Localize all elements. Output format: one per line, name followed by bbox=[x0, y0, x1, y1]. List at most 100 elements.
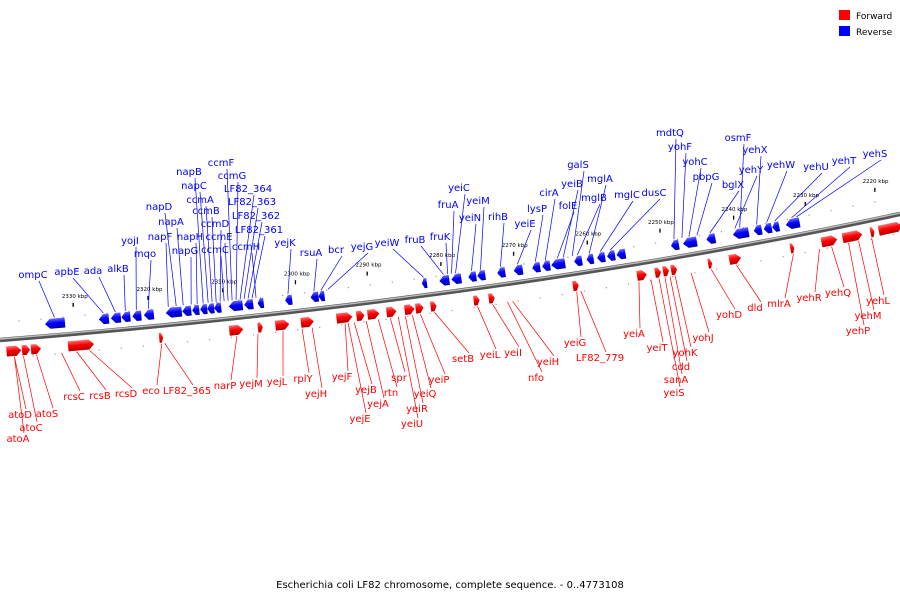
guide-dot bbox=[760, 260, 761, 261]
gene-label: napG bbox=[172, 246, 199, 257]
gene-leader-line bbox=[62, 353, 80, 391]
gene-leader-line bbox=[148, 260, 151, 309]
gene-label: napC bbox=[181, 181, 207, 192]
gene-leader-line bbox=[577, 292, 581, 337]
guide-dot bbox=[414, 279, 415, 280]
gene-label: fruA bbox=[438, 200, 459, 211]
gene-leader-line bbox=[390, 318, 405, 372]
gene-leader-line bbox=[872, 238, 884, 295]
gene-label: yeiQ bbox=[414, 389, 437, 400]
forward-gene-arrow bbox=[386, 306, 397, 317]
reverse-gene-arrow bbox=[771, 221, 780, 232]
reverse-gene-arrow bbox=[682, 236, 698, 248]
gene-label: rtn bbox=[384, 388, 398, 399]
guide-dot bbox=[874, 201, 875, 202]
reverse-gene-arrow bbox=[670, 240, 680, 251]
guide-dot bbox=[429, 313, 430, 314]
guide-dot bbox=[370, 284, 371, 285]
gene-leader-line bbox=[354, 322, 372, 384]
tick-label: 2270 kbp bbox=[502, 243, 528, 249]
forward-gene-arrow bbox=[6, 345, 22, 356]
guide-dot bbox=[809, 214, 810, 215]
gene-label: rihB bbox=[488, 212, 508, 223]
gene-label: pbpG bbox=[693, 172, 720, 183]
gene-leader-line bbox=[535, 215, 543, 262]
gene-label: yeiT bbox=[647, 343, 669, 354]
guide-dot bbox=[628, 284, 629, 285]
gene-leader-line bbox=[231, 336, 237, 380]
gene-leader-line bbox=[348, 323, 366, 413]
gene-label: ompC bbox=[18, 270, 47, 281]
gene-leader-line bbox=[736, 265, 761, 302]
tick-mark bbox=[733, 216, 734, 220]
gene-label: yeiI bbox=[504, 348, 522, 359]
gene-label: yeiR bbox=[406, 404, 428, 415]
gene-label: nfo bbox=[528, 373, 544, 384]
gene-label: yeiG bbox=[564, 338, 587, 349]
gene-leader-line bbox=[157, 344, 162, 385]
forward-gene-arrow bbox=[707, 258, 713, 269]
gene-label: cdd bbox=[672, 362, 690, 373]
guide-dot bbox=[473, 307, 474, 308]
forward-gene-arrow bbox=[670, 264, 678, 275]
gene-label: yeiU bbox=[401, 419, 423, 430]
gene-leader-line bbox=[312, 328, 322, 388]
gene-leader-line bbox=[832, 247, 844, 287]
forward-gene-arrow bbox=[159, 333, 164, 343]
gene-leader-line bbox=[77, 352, 106, 390]
gene-label: mqo bbox=[134, 249, 156, 260]
guide-dot bbox=[143, 346, 144, 347]
reverse-gene-arrow bbox=[706, 233, 717, 244]
forward-gene-arrow bbox=[473, 295, 480, 306]
gene-label: yejE bbox=[349, 414, 370, 425]
forward-gene-arrow bbox=[662, 266, 670, 277]
forward-gene-arrow bbox=[636, 269, 648, 281]
gene-leader-line bbox=[674, 139, 676, 239]
gene-label: bglX bbox=[722, 180, 744, 191]
guide-dot bbox=[765, 223, 766, 224]
gene-label: rsuA bbox=[300, 248, 323, 259]
gene-label: atoS bbox=[36, 409, 59, 420]
gene-label: LF82_363 bbox=[228, 197, 276, 208]
reverse-legend-label: Reverse bbox=[856, 28, 893, 38]
gene-leader-line bbox=[39, 281, 54, 317]
reverse-gene-arrow bbox=[439, 275, 450, 286]
gene-label: LF82_779 bbox=[576, 353, 624, 364]
gene-leader-line bbox=[785, 254, 793, 298]
gene-label: lysP bbox=[527, 204, 547, 215]
tick-mark bbox=[513, 252, 514, 256]
gene-label: yohK bbox=[673, 348, 698, 359]
gene-leader-line bbox=[675, 276, 691, 347]
gene-label: yehR bbox=[796, 293, 821, 304]
reverse-gene-arrow bbox=[596, 252, 605, 263]
reverse-gene-arrow bbox=[606, 250, 615, 261]
gene-label: fruK bbox=[430, 232, 451, 243]
tick-label: 2330 kbp bbox=[62, 294, 88, 300]
gene-leader-line bbox=[345, 324, 348, 371]
gene-label: yehL bbox=[866, 296, 890, 307]
gene-label: atoD bbox=[8, 410, 32, 421]
gene-leader-line bbox=[421, 246, 444, 275]
guide-dot bbox=[231, 337, 232, 338]
gene-leader-line bbox=[493, 304, 519, 347]
guide-dot bbox=[699, 235, 700, 236]
reverse-gene-arrow bbox=[532, 262, 541, 273]
reverse-gene-arrow bbox=[573, 256, 582, 267]
guide-dot bbox=[304, 292, 305, 293]
guide-dot bbox=[852, 206, 853, 207]
gene-label: yehM bbox=[854, 311, 881, 322]
gene-label: dld bbox=[747, 303, 762, 314]
gene-label: rcsB bbox=[89, 391, 111, 402]
tick-mark bbox=[367, 272, 368, 276]
forward-gene-arrow bbox=[878, 221, 900, 236]
reverse-gene-arrow bbox=[192, 305, 200, 316]
gene-label: ccmD bbox=[201, 219, 230, 230]
gene-label: ccmE bbox=[205, 232, 232, 243]
gene-leader-line bbox=[665, 277, 682, 374]
gene-label: LF82_361 bbox=[235, 225, 283, 236]
gene-leader-line bbox=[90, 350, 132, 388]
tick-mark bbox=[874, 188, 875, 192]
gene-label: yeiB bbox=[561, 179, 583, 190]
forward-gene-arrow bbox=[300, 316, 314, 327]
